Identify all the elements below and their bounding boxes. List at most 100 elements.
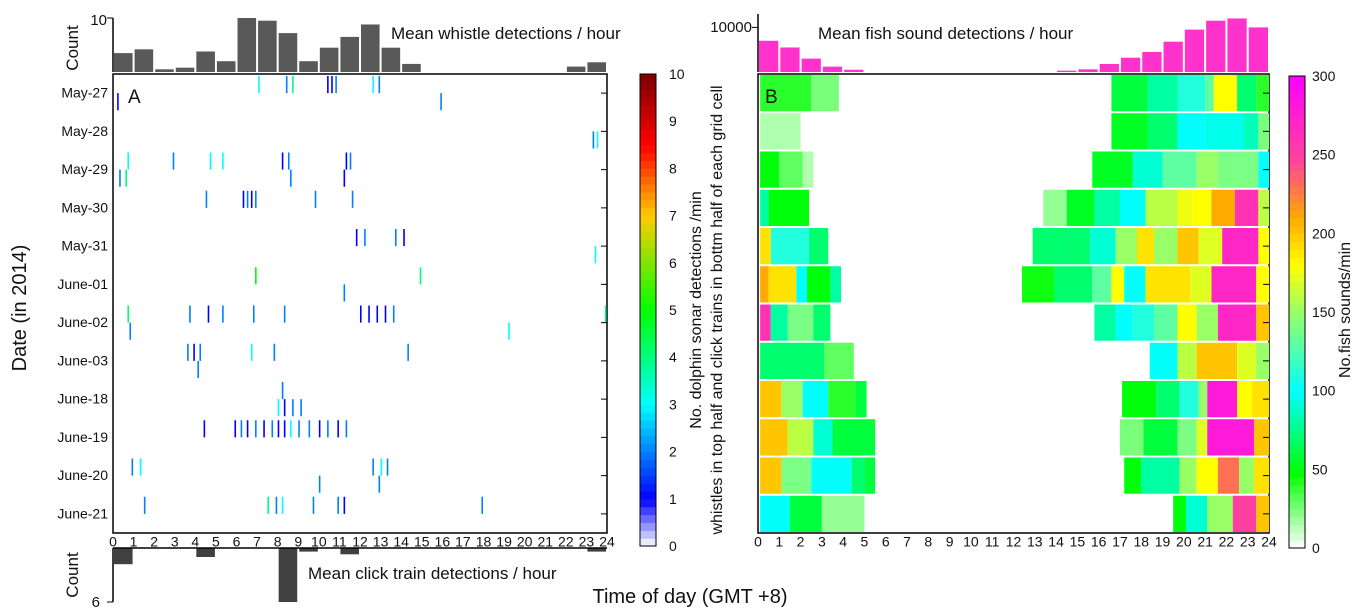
colorbar-b-step bbox=[1289, 508, 1305, 518]
colorbar-a-step bbox=[640, 420, 656, 429]
detection-mark bbox=[267, 496, 269, 514]
colorbar-b-step bbox=[1289, 170, 1305, 179]
fish-cell bbox=[1124, 266, 1146, 303]
detection-mark bbox=[440, 93, 442, 111]
colorbar-b-step bbox=[1289, 296, 1305, 305]
colorbar-b-step bbox=[1289, 461, 1305, 470]
detection-mark bbox=[205, 190, 208, 208]
colorbar-a-step bbox=[640, 341, 656, 350]
fish-cell bbox=[1119, 189, 1146, 226]
detection-mark bbox=[209, 152, 212, 170]
hour-tick-label: 2 bbox=[150, 534, 158, 550]
detection-mark bbox=[290, 420, 292, 438]
detection-mark bbox=[172, 152, 175, 170]
detection-mark bbox=[349, 152, 352, 170]
colorbar-b-step bbox=[1289, 469, 1305, 478]
detection-mark bbox=[292, 399, 294, 417]
fish-cell bbox=[1217, 151, 1259, 188]
colorbar-a-tick: 5 bbox=[669, 302, 677, 318]
colorbar-b-step bbox=[1289, 288, 1305, 297]
fish-cell bbox=[1177, 304, 1197, 341]
hour-tick-label-b: 19 bbox=[1155, 534, 1171, 550]
colorbar-a-step bbox=[640, 349, 656, 358]
hour-tick-label-b: 12 bbox=[1006, 534, 1022, 550]
detection-mark bbox=[419, 267, 422, 285]
detection-mark bbox=[275, 496, 278, 514]
detection-mark bbox=[117, 93, 119, 111]
colorbar-b-step bbox=[1289, 319, 1305, 329]
detection-mark bbox=[327, 420, 329, 438]
colorbar-a-tick: 0 bbox=[669, 538, 677, 554]
detection-mark bbox=[292, 76, 294, 94]
detection-mark bbox=[255, 267, 257, 285]
detection-mark bbox=[343, 169, 346, 187]
whistle-bar bbox=[381, 47, 401, 72]
panel-a: May-27 May-28 May-29 May-30 May-31 June-01 Jun… bbox=[57, 17, 615, 603]
fish-cell bbox=[779, 151, 803, 188]
colorbar-b-step bbox=[1289, 398, 1305, 407]
colorbar-a-step bbox=[640, 207, 656, 217]
x-axis-label: Time of day (GMT +8) bbox=[592, 586, 787, 608]
colorbar-b-step bbox=[1289, 249, 1305, 258]
fish-cell bbox=[1111, 266, 1125, 303]
detection-mark bbox=[197, 360, 199, 378]
hour-tick-label-b: 20 bbox=[1176, 534, 1192, 550]
detection-mark bbox=[337, 496, 339, 514]
detection-mark bbox=[314, 190, 317, 208]
fish-cell bbox=[1196, 457, 1218, 494]
colorbar-a-step bbox=[640, 74, 656, 83]
hour-tick-label: 6 bbox=[233, 534, 241, 550]
hour-tick-label-b: 8 bbox=[924, 534, 932, 550]
hour-tick-label: 1 bbox=[130, 534, 138, 550]
detection-mark bbox=[300, 399, 302, 417]
click-bar bbox=[299, 548, 318, 552]
colorbar-b-step bbox=[1289, 437, 1305, 447]
fish-bar bbox=[780, 47, 800, 72]
whistle-bar bbox=[319, 47, 339, 72]
fish-cell bbox=[1222, 228, 1259, 265]
colorbar-a-step bbox=[640, 176, 656, 185]
date-label: June-19 bbox=[57, 429, 108, 445]
detection-mark bbox=[255, 190, 257, 208]
colorbar-b-tick: 150 bbox=[1312, 304, 1336, 320]
colorbar-a-tick: 6 bbox=[669, 255, 677, 271]
detection-mark bbox=[392, 305, 395, 323]
fish-cell bbox=[789, 495, 822, 532]
fish-cell bbox=[1196, 419, 1208, 456]
fish-cell bbox=[1217, 304, 1257, 341]
detection-mark bbox=[596, 131, 599, 149]
fish-cell bbox=[770, 304, 788, 341]
colorbar-a-step bbox=[640, 223, 656, 232]
colorbar-a-step bbox=[640, 270, 656, 280]
colorbar-a-step bbox=[640, 129, 656, 138]
date-label: May-27 bbox=[61, 85, 108, 101]
colorbar-b-tick: 100 bbox=[1312, 383, 1336, 399]
colorbar-b-step bbox=[1289, 516, 1305, 525]
colorbar-a-step bbox=[640, 483, 656, 492]
fish-cell bbox=[1094, 189, 1120, 226]
colorbar-b-step bbox=[1289, 327, 1305, 337]
click-bar bbox=[114, 548, 133, 565]
detection-mark bbox=[258, 76, 260, 94]
hour-tick-label-b: 18 bbox=[1133, 534, 1149, 550]
fish-cell bbox=[824, 342, 854, 379]
hour-tick-label: 8 bbox=[274, 534, 282, 550]
colorbar-a-step bbox=[640, 538, 656, 547]
fish-cell bbox=[760, 381, 782, 418]
fish-cell bbox=[1154, 304, 1178, 341]
fish-cell bbox=[760, 228, 771, 265]
fish-cell bbox=[1211, 266, 1257, 303]
fish-cell bbox=[760, 342, 825, 379]
detection-mark bbox=[277, 399, 280, 417]
whistle-bar bbox=[361, 24, 380, 72]
fish-cell bbox=[1192, 189, 1212, 226]
fish-bar bbox=[759, 40, 779, 72]
detection-mark bbox=[283, 305, 286, 323]
colorbar-a-step bbox=[640, 121, 656, 130]
click-bar bbox=[587, 548, 606, 552]
whistle-bar bbox=[155, 69, 174, 72]
colorbar-a-step bbox=[640, 152, 656, 162]
colorbar-b-step bbox=[1289, 492, 1305, 502]
detection-mark bbox=[283, 399, 286, 417]
date-label: May-29 bbox=[61, 161, 108, 177]
